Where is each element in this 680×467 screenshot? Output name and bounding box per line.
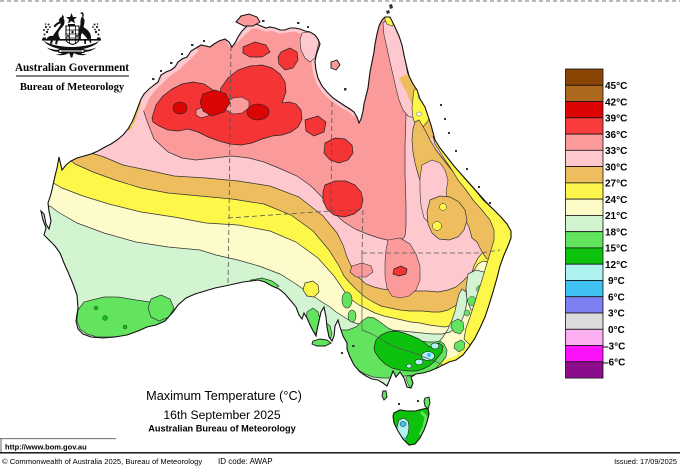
- svg-text:–6°C: –6°C: [603, 358, 625, 369]
- svg-text:–3°C: –3°C: [603, 341, 625, 352]
- svg-text:16th September 2025: 16th September 2025: [163, 408, 280, 422]
- svg-text:ID code: AWAP: ID code: AWAP: [218, 457, 273, 466]
- svg-text:Maximum Temperature (°C): Maximum Temperature (°C): [146, 389, 302, 403]
- svg-text:© Commonwealth of Australia 20: © Commonwealth of Australia 2025, Bureau…: [2, 457, 202, 466]
- svg-text:30°C: 30°C: [605, 162, 627, 173]
- svg-text:18°C: 18°C: [605, 227, 627, 238]
- svg-text:http://www.bom.gov.au: http://www.bom.gov.au: [5, 443, 87, 452]
- svg-text:24°C: 24°C: [605, 195, 627, 206]
- svg-text:39°C: 39°C: [605, 114, 627, 125]
- svg-text:36°C: 36°C: [605, 130, 627, 141]
- svg-text:12°C: 12°C: [605, 260, 627, 271]
- svg-text:33°C: 33°C: [605, 146, 627, 157]
- svg-text:42°C: 42°C: [605, 97, 627, 108]
- svg-text:9°C: 9°C: [608, 276, 625, 287]
- svg-text:Australian Government: Australian Government: [15, 62, 129, 74]
- svg-text:45°C: 45°C: [605, 81, 627, 92]
- svg-text:3°C: 3°C: [608, 309, 625, 320]
- svg-text:Issued: 17/09/2025: Issued: 17/09/2025: [614, 457, 677, 466]
- svg-text:15°C: 15°C: [605, 244, 627, 255]
- svg-text:0°C: 0°C: [608, 325, 625, 336]
- svg-text:Australian Bureau of Meteorolo: Australian Bureau of Meteorology: [148, 424, 296, 434]
- svg-text:6°C: 6°C: [608, 293, 625, 304]
- svg-text:27°C: 27°C: [605, 179, 627, 190]
- svg-text:21°C: 21°C: [605, 211, 627, 222]
- svg-text:Bureau of Meteorology: Bureau of Meteorology: [20, 82, 125, 93]
